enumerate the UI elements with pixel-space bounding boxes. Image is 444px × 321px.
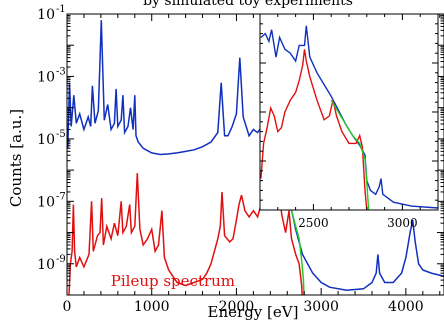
x-tick-label: 1000	[134, 299, 170, 315]
y-tick-exponent: -7	[56, 191, 66, 202]
x-tick-label: 0	[63, 299, 72, 315]
y-tick-label: 10	[37, 257, 55, 273]
main-frame	[66, 13, 444, 296]
y-tick-label: 10	[37, 7, 55, 23]
y-tick-exponent: -3	[56, 66, 66, 77]
inset-series-1	[260, 49, 368, 210]
chart-title: by simulated toy experiments	[143, 0, 353, 9]
y-axis-label: Counts [a.u.]	[7, 109, 25, 207]
inset-x-tick-label: 2500	[298, 216, 329, 230]
inset-plot: 2500 3000	[259, 13, 439, 230]
y-tick-exponent: -1	[56, 4, 66, 15]
pileup-spectrum-annotation: Pileup spectrum	[111, 272, 235, 290]
y-tick-exponent: -5	[56, 129, 66, 140]
inset-series-0	[260, 25, 438, 209]
y-tick-exponent: -9	[56, 254, 66, 265]
inset-background	[260, 14, 438, 210]
inset-x-tick-label: 3000	[387, 216, 418, 230]
x-tick-label: 2000	[219, 299, 255, 315]
y-tick-label: 10	[37, 132, 55, 148]
y-tick-label: 10	[37, 69, 55, 85]
y-tick-label: 10	[37, 194, 55, 210]
x-tick-label: 3000	[303, 299, 339, 315]
main-series-0	[67, 20, 444, 292]
x-tick-label: 4000	[388, 299, 424, 315]
x-axis-label: Energy [eV]	[208, 303, 299, 321]
inset-series-2	[330, 99, 370, 210]
